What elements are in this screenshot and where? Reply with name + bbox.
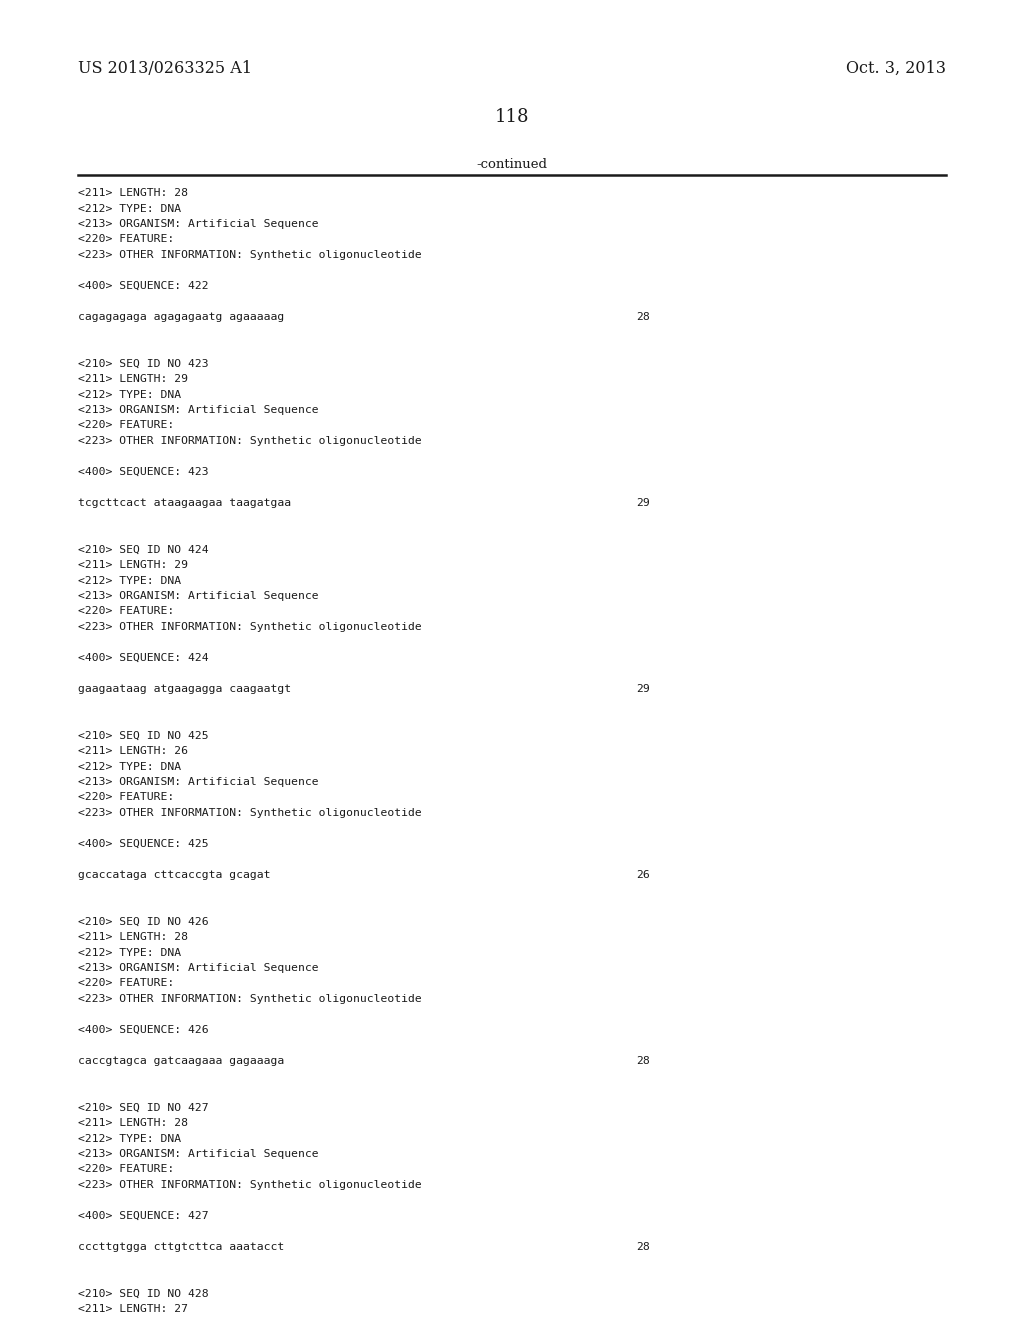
Text: <211> LENGTH: 26: <211> LENGTH: 26: [78, 746, 188, 756]
Text: <211> LENGTH: 28: <211> LENGTH: 28: [78, 187, 188, 198]
Text: Oct. 3, 2013: Oct. 3, 2013: [846, 59, 946, 77]
Text: <210> SEQ ID NO 424: <210> SEQ ID NO 424: [78, 544, 209, 554]
Text: <223> OTHER INFORMATION: Synthetic oligonucleotide: <223> OTHER INFORMATION: Synthetic oligo…: [78, 436, 422, 446]
Text: <223> OTHER INFORMATION: Synthetic oligonucleotide: <223> OTHER INFORMATION: Synthetic oligo…: [78, 249, 422, 260]
Text: <212> TYPE: DNA: <212> TYPE: DNA: [78, 948, 181, 957]
Text: US 2013/0263325 A1: US 2013/0263325 A1: [78, 59, 252, 77]
Text: <210> SEQ ID NO 428: <210> SEQ ID NO 428: [78, 1288, 209, 1299]
Text: -continued: -continued: [476, 158, 548, 172]
Text: <210> SEQ ID NO 423: <210> SEQ ID NO 423: [78, 359, 209, 368]
Text: <223> OTHER INFORMATION: Synthetic oligonucleotide: <223> OTHER INFORMATION: Synthetic oligo…: [78, 808, 422, 818]
Text: <211> LENGTH: 29: <211> LENGTH: 29: [78, 560, 188, 570]
Text: <220> FEATURE:: <220> FEATURE:: [78, 421, 174, 430]
Text: <223> OTHER INFORMATION: Synthetic oligonucleotide: <223> OTHER INFORMATION: Synthetic oligo…: [78, 622, 422, 632]
Text: <211> LENGTH: 28: <211> LENGTH: 28: [78, 1118, 188, 1129]
Text: <213> ORGANISM: Artificial Sequence: <213> ORGANISM: Artificial Sequence: [78, 405, 318, 414]
Text: 118: 118: [495, 108, 529, 125]
Text: <220> FEATURE:: <220> FEATURE:: [78, 606, 174, 616]
Text: <213> ORGANISM: Artificial Sequence: <213> ORGANISM: Artificial Sequence: [78, 591, 318, 601]
Text: <210> SEQ ID NO 427: <210> SEQ ID NO 427: [78, 1102, 209, 1113]
Text: caccgtagca gatcaagaaa gagaaaga: caccgtagca gatcaagaaa gagaaaga: [78, 1056, 285, 1067]
Text: <211> LENGTH: 27: <211> LENGTH: 27: [78, 1304, 188, 1313]
Text: <210> SEQ ID NO 425: <210> SEQ ID NO 425: [78, 730, 209, 741]
Text: <213> ORGANISM: Artificial Sequence: <213> ORGANISM: Artificial Sequence: [78, 777, 318, 787]
Text: 28: 28: [636, 1056, 650, 1067]
Text: <212> TYPE: DNA: <212> TYPE: DNA: [78, 1134, 181, 1143]
Text: gaagaataag atgaagagga caagaatgt: gaagaataag atgaagagga caagaatgt: [78, 684, 291, 694]
Text: <213> ORGANISM: Artificial Sequence: <213> ORGANISM: Artificial Sequence: [78, 964, 318, 973]
Text: <212> TYPE: DNA: <212> TYPE: DNA: [78, 389, 181, 400]
Text: <210> SEQ ID NO 426: <210> SEQ ID NO 426: [78, 916, 209, 927]
Text: <211> LENGTH: 28: <211> LENGTH: 28: [78, 932, 188, 942]
Text: <211> LENGTH: 29: <211> LENGTH: 29: [78, 374, 188, 384]
Text: <212> TYPE: DNA: <212> TYPE: DNA: [78, 576, 181, 586]
Text: <220> FEATURE:: <220> FEATURE:: [78, 235, 174, 244]
Text: <213> ORGANISM: Artificial Sequence: <213> ORGANISM: Artificial Sequence: [78, 219, 318, 228]
Text: <400> SEQUENCE: 423: <400> SEQUENCE: 423: [78, 467, 209, 477]
Text: cagagagaga agagagaatg agaaaaag: cagagagaga agagagaatg agaaaaag: [78, 312, 285, 322]
Text: <400> SEQUENCE: 425: <400> SEQUENCE: 425: [78, 840, 209, 849]
Text: <400> SEQUENCE: 426: <400> SEQUENCE: 426: [78, 1026, 209, 1035]
Text: cccttgtgga cttgtcttca aaatacct: cccttgtgga cttgtcttca aaatacct: [78, 1242, 285, 1251]
Text: <220> FEATURE:: <220> FEATURE:: [78, 978, 174, 989]
Text: 29: 29: [636, 684, 650, 694]
Text: 28: 28: [636, 312, 650, 322]
Text: 29: 29: [636, 498, 650, 508]
Text: <220> FEATURE:: <220> FEATURE:: [78, 792, 174, 803]
Text: <220> FEATURE:: <220> FEATURE:: [78, 1164, 174, 1175]
Text: <400> SEQUENCE: 422: <400> SEQUENCE: 422: [78, 281, 209, 290]
Text: 26: 26: [636, 870, 650, 880]
Text: <400> SEQUENCE: 424: <400> SEQUENCE: 424: [78, 653, 209, 663]
Text: tcgcttcact ataagaagaa taagatgaa: tcgcttcact ataagaagaa taagatgaa: [78, 498, 291, 508]
Text: <213> ORGANISM: Artificial Sequence: <213> ORGANISM: Artificial Sequence: [78, 1148, 318, 1159]
Text: <212> TYPE: DNA: <212> TYPE: DNA: [78, 203, 181, 214]
Text: <400> SEQUENCE: 427: <400> SEQUENCE: 427: [78, 1210, 209, 1221]
Text: <223> OTHER INFORMATION: Synthetic oligonucleotide: <223> OTHER INFORMATION: Synthetic oligo…: [78, 1180, 422, 1191]
Text: 28: 28: [636, 1242, 650, 1251]
Text: <212> TYPE: DNA: <212> TYPE: DNA: [78, 762, 181, 771]
Text: gcaccataga cttcaccgta gcagat: gcaccataga cttcaccgta gcagat: [78, 870, 270, 880]
Text: <223> OTHER INFORMATION: Synthetic oligonucleotide: <223> OTHER INFORMATION: Synthetic oligo…: [78, 994, 422, 1005]
